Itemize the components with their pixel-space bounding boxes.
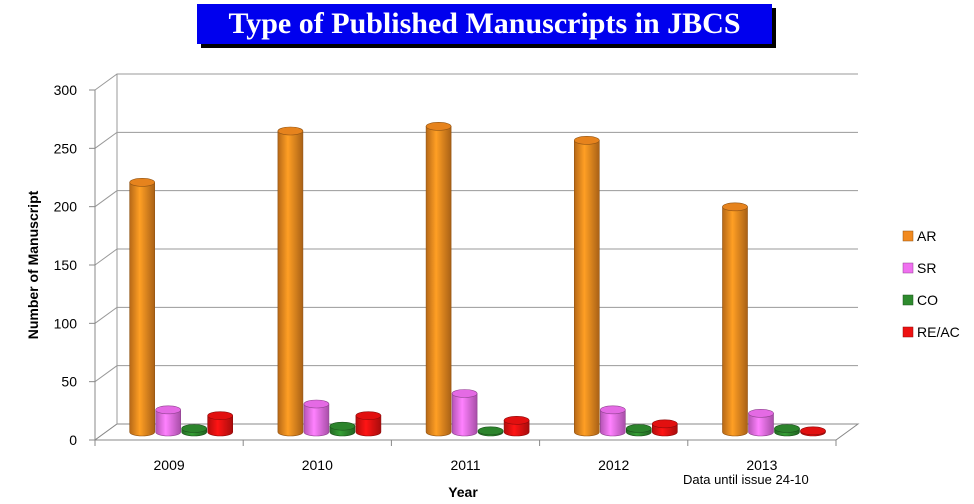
bar <box>573 136 600 437</box>
y-tick-label: 100 <box>54 315 78 331</box>
x-tick-label: 2012 <box>598 457 629 473</box>
gridline <box>94 73 858 91</box>
bar <box>303 399 330 437</box>
chart-title: Type of Published Manuscripts in JBCS <box>197 4 772 44</box>
bar <box>451 389 478 437</box>
bar <box>329 421 356 437</box>
x-axis-label: Year <box>448 484 478 500</box>
bar <box>425 122 452 437</box>
legend-item: AR <box>902 228 936 244</box>
gridline <box>94 131 858 149</box>
x-tick-label: 2011 <box>450 457 480 473</box>
legend-swatch <box>902 326 914 338</box>
legend-item: CO <box>902 292 938 308</box>
bar <box>625 424 652 437</box>
y-tick-label: 250 <box>54 140 78 156</box>
bar <box>774 424 800 437</box>
legend-swatch <box>902 230 914 242</box>
x-tick-label: 2013 <box>746 457 777 473</box>
bar <box>477 426 504 437</box>
bar <box>651 419 678 437</box>
bars <box>129 122 826 437</box>
legend-label: RE/AC <box>917 324 960 340</box>
legend: AR SR CO RE/AC <box>902 228 960 340</box>
y-tick-label: 300 <box>54 82 78 98</box>
y-tick-label: 0 <box>69 432 77 448</box>
y-tick-label: 50 <box>61 374 77 390</box>
bar <box>355 411 382 437</box>
legend-swatch <box>902 262 914 274</box>
data-note: Data until issue 24-10 <box>683 472 809 487</box>
bar <box>207 411 233 437</box>
legend-label: SR <box>917 260 936 276</box>
x-tick-label: 2009 <box>154 457 185 473</box>
bar <box>129 178 155 437</box>
bar <box>599 405 626 437</box>
bar <box>155 405 181 437</box>
legend-item: SR <box>902 260 936 276</box>
bar <box>722 202 748 437</box>
legend-label: AR <box>917 228 936 244</box>
x-tick-label: 2010 <box>302 457 333 473</box>
legend-label: CO <box>917 292 938 308</box>
y-tick-label: 200 <box>54 199 78 215</box>
bar <box>503 416 530 437</box>
bar <box>277 126 304 437</box>
bar <box>181 424 207 437</box>
legend-swatch <box>902 294 914 306</box>
y-axis-label: Number of Manuscript <box>25 190 41 339</box>
bar <box>800 426 826 437</box>
legend-item: RE/AC <box>902 324 960 340</box>
y-tick-label: 150 <box>54 257 78 273</box>
bar <box>748 409 774 437</box>
